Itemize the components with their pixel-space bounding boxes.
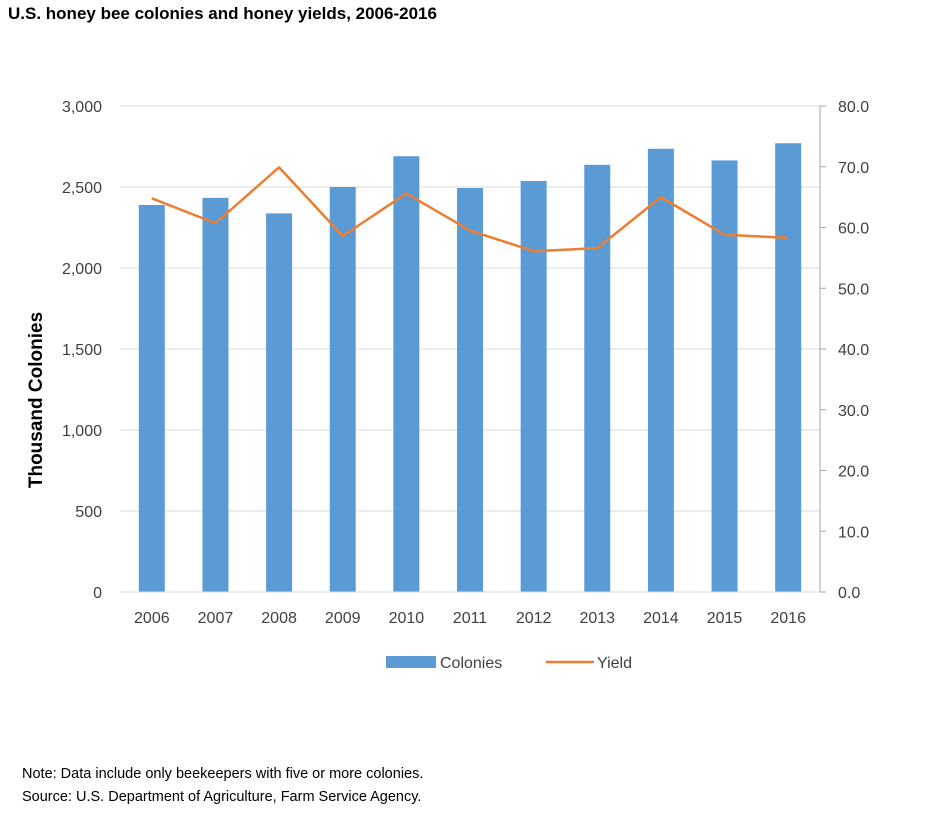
x-tick-label: 2016 bbox=[770, 610, 806, 627]
x-tick-label: 2009 bbox=[325, 610, 361, 627]
y-tick-label: 1,500 bbox=[62, 342, 102, 359]
y2-tick-label: 20.0 bbox=[838, 464, 869, 481]
bar-colonies-2009 bbox=[329, 187, 356, 592]
x-tick-label: 2014 bbox=[643, 610, 679, 627]
bar-colonies-2015 bbox=[711, 160, 738, 592]
bar-colonies-2011 bbox=[457, 187, 483, 593]
y2-tick-label: 0.0 bbox=[838, 585, 860, 602]
y2-tick-label: 40.0 bbox=[838, 342, 869, 359]
y2-tick-label: 50.0 bbox=[838, 281, 869, 298]
y2-tick-label: 30.0 bbox=[838, 403, 869, 420]
chart: 0 500 1,000 1,500 2,000 2,500 3,000 0.0 10.0 20.0… bbox=[26, 99, 869, 672]
x-tick-label: 2013 bbox=[579, 610, 615, 627]
x-tick-label: 2008 bbox=[261, 610, 297, 627]
y2-tick-label: 60.0 bbox=[838, 221, 869, 238]
note-text: Note: Data include only beekeepers with … bbox=[22, 766, 424, 782]
y-tick-label: 0 bbox=[93, 585, 102, 602]
legend-colonies-swatch bbox=[386, 656, 436, 668]
y2-tick-label: 70.0 bbox=[838, 160, 869, 177]
y2-tick-label: 10.0 bbox=[838, 524, 869, 541]
source-text: Source: U.S. Department of Agriculture, … bbox=[22, 789, 422, 805]
x-tick-label: 2006 bbox=[134, 610, 170, 627]
bar-colonies-2013 bbox=[584, 164, 611, 592]
bar-colonies-2014 bbox=[647, 148, 674, 592]
bar-colonies-2016 bbox=[775, 143, 802, 592]
y-tick-label: 2,000 bbox=[62, 261, 102, 278]
x-tick-label: 2010 bbox=[389, 610, 425, 627]
y-tick-label: 500 bbox=[75, 504, 102, 521]
y-tick-label: 2,500 bbox=[62, 180, 102, 197]
y2-tick-label: 80.0 bbox=[838, 99, 869, 116]
x-tick-label: 2007 bbox=[198, 610, 234, 627]
bar-colonies-2010 bbox=[393, 156, 420, 592]
y-tick-label: 3,000 bbox=[62, 99, 102, 116]
legend-colonies-label: Colonies bbox=[440, 655, 502, 672]
x-tick-label: 2012 bbox=[516, 610, 552, 627]
x-tick-label: 2015 bbox=[707, 610, 743, 627]
bar-colonies-2007 bbox=[202, 197, 229, 592]
bar-colonies-2006 bbox=[138, 204, 165, 592]
bar-colonies-2012 bbox=[520, 181, 547, 593]
chart-title: U.S. honey bee colonies and honey yields… bbox=[8, 4, 437, 23]
y-tick-label: 1,000 bbox=[62, 423, 102, 440]
y-axis-title: Thousand Colonies bbox=[26, 312, 47, 488]
legend-yield-label: Yield bbox=[597, 655, 632, 672]
bar-colonies-2008 bbox=[266, 213, 293, 592]
x-tick-label: 2011 bbox=[453, 610, 488, 627]
